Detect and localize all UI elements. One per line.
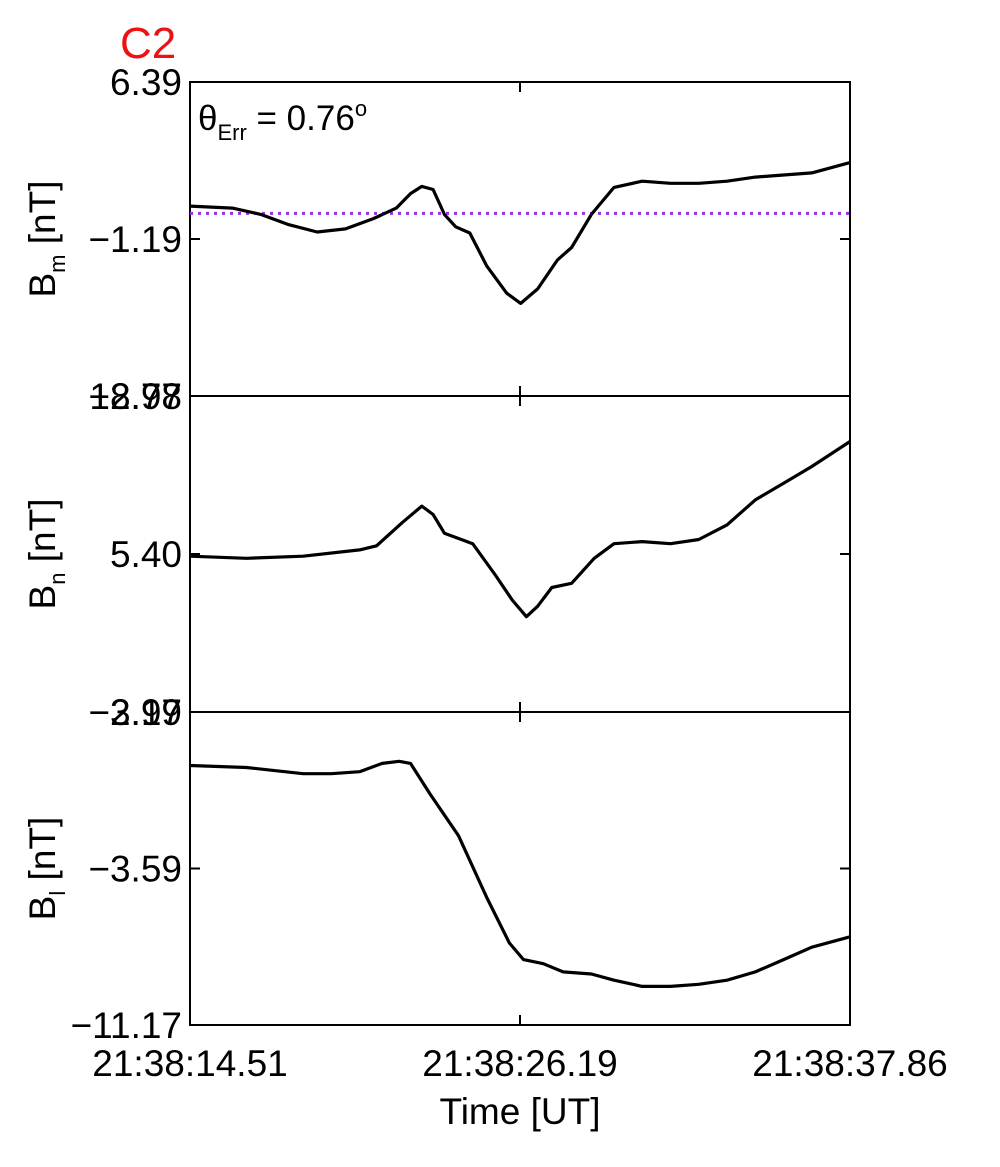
y-tick-label: −8.77 (88, 376, 182, 417)
x-tick-label: 21:38:14.51 (92, 1043, 287, 1084)
y-tick-label: 6.39 (110, 62, 182, 103)
theta-error-annotation: θErr = 0.76o (198, 96, 367, 145)
theta-value: = 0.76 (247, 99, 355, 138)
y-axis-label: Bn [nT] (22, 499, 70, 610)
series-line-bm (189, 161, 851, 305)
theta-superscript: o (355, 96, 367, 121)
y-axis-label: Bl [nT] (22, 817, 70, 921)
y-tick-label: −2.17 (88, 692, 182, 733)
y-tick-label: −11.17 (71, 1005, 182, 1046)
panel-bl: 3.99 −3.59 −11.17 Bl [nT] (22, 692, 851, 1046)
panel-frame (189, 395, 851, 713)
y-label-sub: n (45, 573, 70, 585)
y-tick-label: 5.40 (110, 534, 182, 575)
x-tick-labels: 21:38:14.51 21:38:26.19 21:38:37.86 (92, 1043, 947, 1084)
y-label-main: B (22, 585, 63, 610)
y-axis-label: Bm [nT] (22, 180, 70, 297)
panels: 6.39 −1.19 −8.77 Bm [nT] 12.98 5.40 −2.17 Bn [n… (22, 62, 851, 1046)
panel-bn: 12.98 5.40 −2.17 Bn [nT] (22, 376, 851, 733)
y-label-unit: [nT] (22, 817, 63, 891)
series-line-bn (189, 440, 851, 619)
y-label-unit: [nT] (22, 499, 63, 573)
y-tick-label: 12.98 (89, 376, 182, 417)
y-tick-label: 3.99 (110, 692, 182, 733)
theta-symbol: θ (198, 99, 217, 138)
x-tick-label: 21:38:37.86 (752, 1043, 947, 1084)
y-tick-label: −1.19 (88, 219, 182, 260)
y-label-sub: m (45, 255, 70, 273)
x-axis-label: Time [UT] (439, 1091, 600, 1132)
chart-title: C2 (120, 19, 176, 68)
x-tick-label: 21:38:26.19 (422, 1043, 617, 1084)
y-label-sub: l (45, 891, 70, 896)
y-label-main: B (22, 273, 63, 298)
y-label-main: B (22, 896, 63, 921)
series-line-bl (189, 759, 851, 988)
y-label-unit: [nT] (22, 180, 63, 254)
panel-bm: 6.39 −1.19 −8.77 Bm [nT] (22, 62, 851, 417)
panel-frame (189, 711, 851, 1026)
y-tick-label: −3.59 (88, 849, 182, 890)
theta-subscript: Err (217, 120, 246, 145)
